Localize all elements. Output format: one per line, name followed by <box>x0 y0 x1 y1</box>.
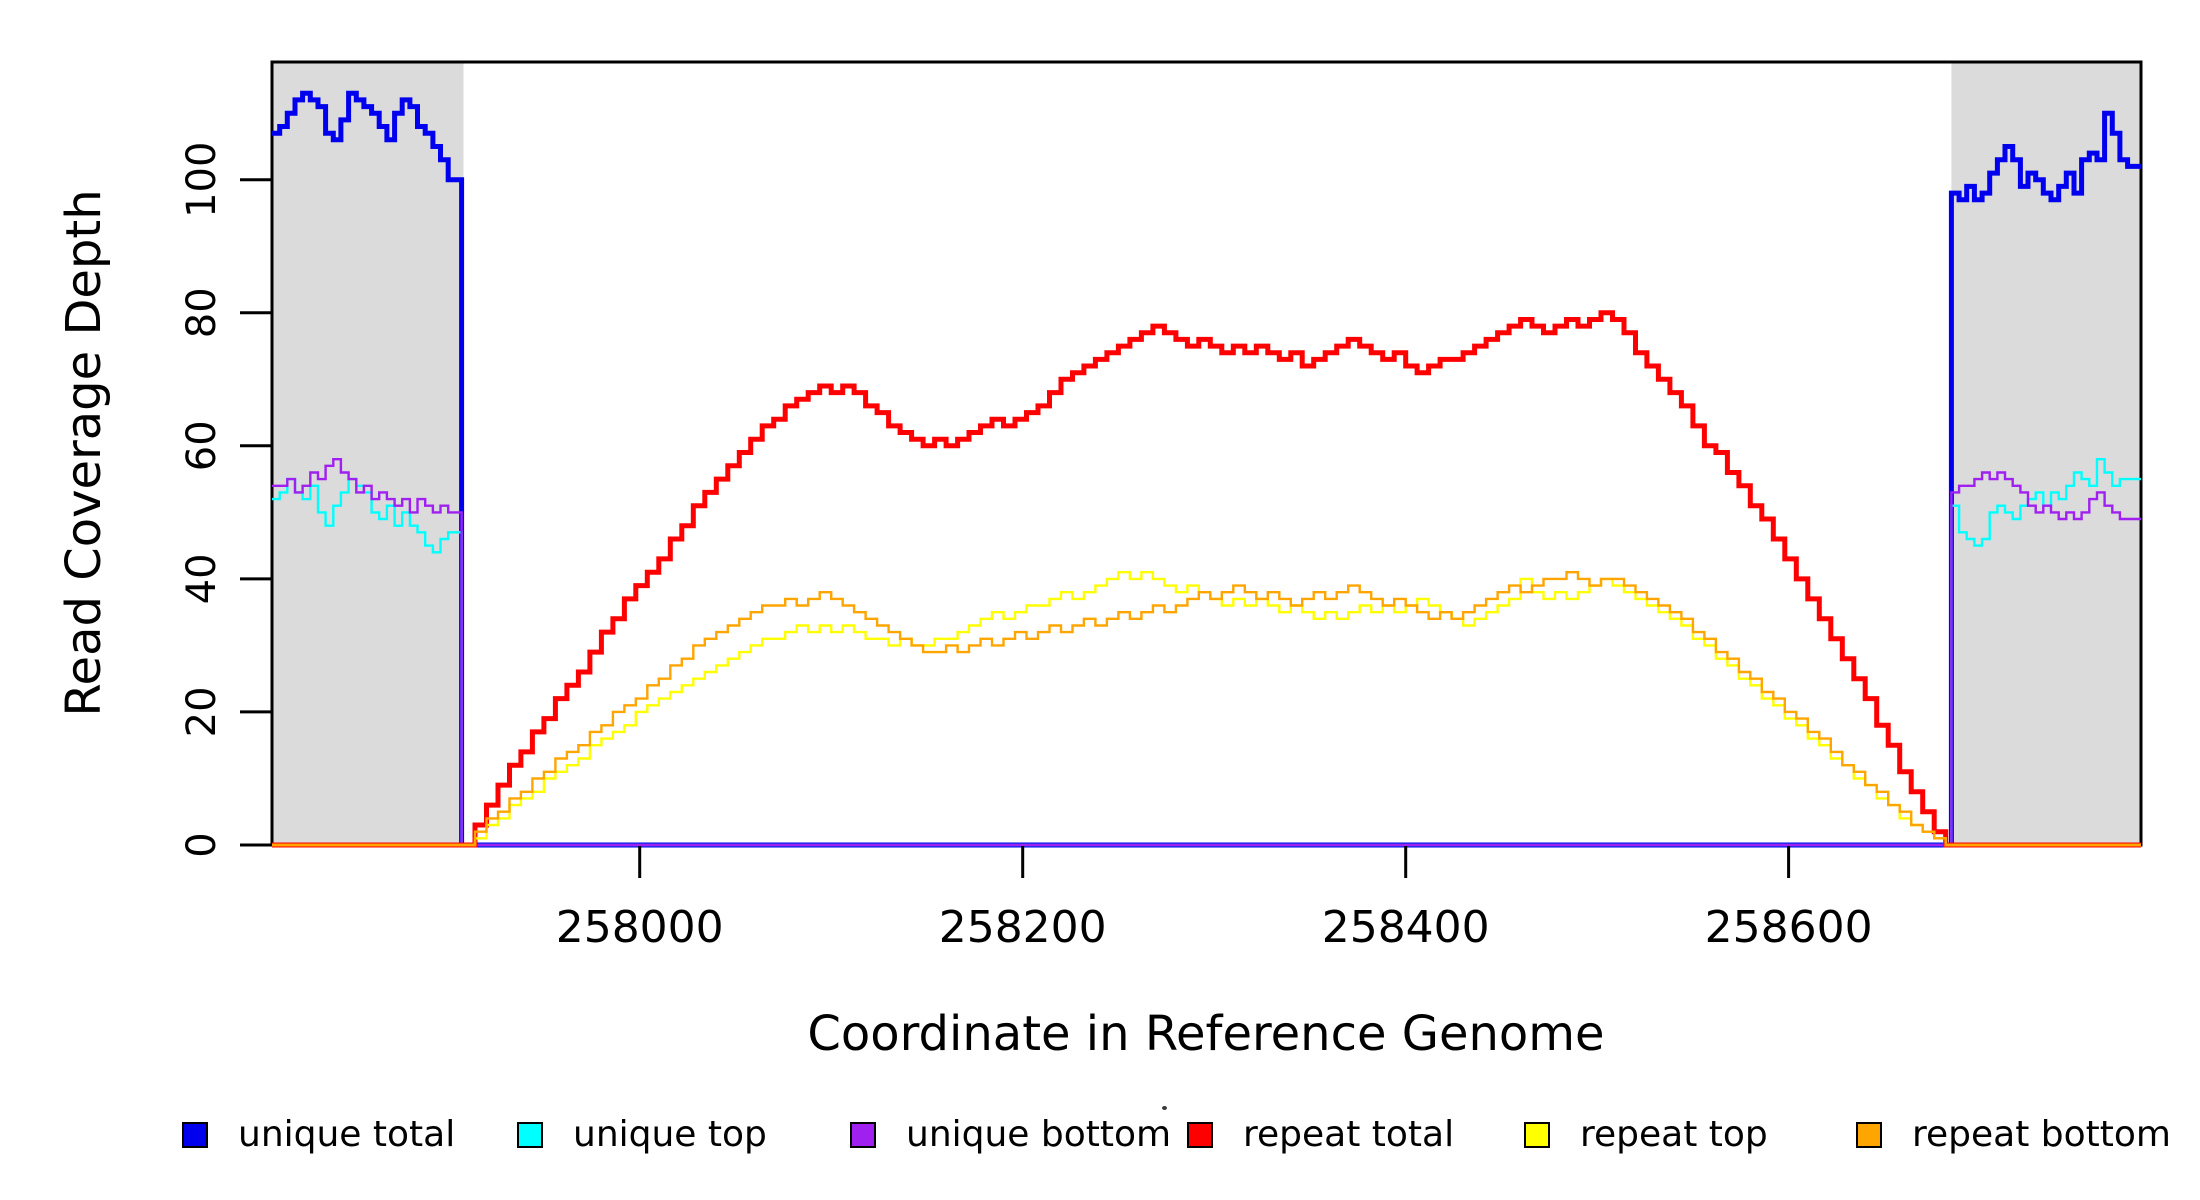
stray-mark-dot <box>1162 1106 1167 1110</box>
y-tick-label: 40 <box>179 553 225 604</box>
unique-bottom-line <box>272 458 2141 847</box>
repeat-total-line <box>272 310 2141 848</box>
shaded-region-left-flank <box>272 62 464 845</box>
y-axis-title: Read Coverage Depth <box>56 189 112 717</box>
repeat-top-line <box>272 571 2141 847</box>
y-tick-label: 80 <box>179 287 225 338</box>
shaded-region-right-flank <box>1951 62 2141 845</box>
y-tick-label: 20 <box>179 686 225 737</box>
y-tick-label: 60 <box>179 420 225 471</box>
y-tick-label: 100 <box>179 142 225 218</box>
x-tick-label: 258000 <box>556 902 724 953</box>
x-tick-label: 258400 <box>1322 902 1490 953</box>
repeat-bottom-line <box>272 571 2141 847</box>
unique-total-line <box>272 90 2141 848</box>
x-axis-title: Coordinate in Reference Genome <box>807 1006 1605 1062</box>
x-tick-label: 258200 <box>939 902 1107 953</box>
unique-top-line <box>272 458 2141 847</box>
x-tick-label: 258600 <box>1705 902 1873 953</box>
y-tick-label: 0 <box>179 832 225 857</box>
plot-border <box>270 60 2143 847</box>
